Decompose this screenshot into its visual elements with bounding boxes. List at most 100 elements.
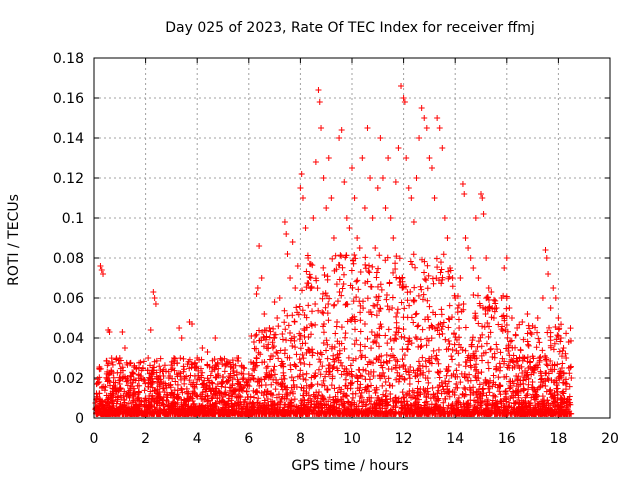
data-point bbox=[472, 348, 479, 355]
x-axis-label: GPS time / hours bbox=[291, 458, 408, 474]
data-point bbox=[525, 341, 532, 348]
data-point bbox=[554, 332, 561, 339]
data-point bbox=[346, 225, 353, 231]
data-point bbox=[547, 305, 554, 311]
data-point bbox=[408, 195, 415, 201]
data-point bbox=[559, 353, 566, 360]
data-point bbox=[410, 219, 417, 225]
data-point bbox=[516, 321, 523, 328]
y-tick-label: 0.18 bbox=[53, 51, 84, 67]
data-point bbox=[468, 341, 475, 348]
data-point bbox=[261, 311, 268, 317]
data-point bbox=[423, 363, 430, 370]
data-point bbox=[229, 357, 236, 364]
data-point bbox=[338, 324, 345, 331]
data-point bbox=[369, 215, 376, 221]
data-point bbox=[501, 265, 508, 271]
x-tick-label: 10 bbox=[343, 431, 361, 447]
data-point bbox=[417, 386, 424, 393]
data-point bbox=[428, 353, 435, 360]
data-point bbox=[470, 265, 477, 271]
data-point bbox=[342, 330, 349, 337]
data-point bbox=[199, 345, 206, 351]
data-point bbox=[277, 347, 284, 354]
data-point bbox=[472, 312, 479, 319]
data-point bbox=[465, 245, 472, 251]
data-point bbox=[487, 329, 494, 336]
data-point bbox=[503, 322, 510, 329]
data-point bbox=[338, 292, 345, 299]
data-point bbox=[482, 349, 489, 356]
y-tick-label: 0.14 bbox=[53, 131, 84, 147]
data-point bbox=[568, 375, 575, 381]
data-point bbox=[355, 286, 362, 293]
data-point bbox=[506, 385, 513, 392]
data-point bbox=[181, 380, 188, 387]
data-point bbox=[406, 375, 413, 382]
data-point bbox=[413, 310, 420, 317]
data-point bbox=[309, 352, 316, 359]
data-point bbox=[142, 395, 149, 402]
data-point bbox=[567, 364, 574, 371]
data-point bbox=[414, 323, 421, 330]
data-point bbox=[403, 283, 410, 290]
data-point bbox=[524, 311, 531, 317]
data-point bbox=[364, 361, 371, 368]
data-point bbox=[494, 346, 501, 353]
data-point bbox=[530, 355, 537, 362]
data-point bbox=[449, 356, 456, 363]
data-point bbox=[470, 292, 477, 299]
data-point bbox=[330, 302, 337, 309]
data-point bbox=[418, 105, 425, 111]
data-point bbox=[271, 299, 278, 305]
data-point bbox=[480, 211, 487, 217]
data-point bbox=[506, 305, 513, 311]
data-point bbox=[253, 388, 260, 395]
data-point bbox=[280, 372, 287, 379]
data-point bbox=[151, 295, 158, 301]
data-point bbox=[459, 181, 466, 187]
x-tick-label: 2 bbox=[141, 431, 150, 447]
data-point bbox=[467, 362, 474, 369]
data-point bbox=[368, 382, 375, 389]
data-point bbox=[398, 299, 405, 306]
data-point bbox=[199, 380, 206, 387]
data-point bbox=[351, 195, 358, 201]
data-point bbox=[284, 312, 291, 319]
data-point bbox=[425, 272, 432, 279]
data-point bbox=[392, 394, 399, 401]
data-point bbox=[236, 392, 243, 399]
data-point bbox=[461, 191, 468, 197]
data-point bbox=[270, 325, 277, 332]
data-point bbox=[546, 324, 553, 331]
data-point bbox=[180, 355, 187, 362]
data-point bbox=[382, 378, 389, 385]
data-point bbox=[354, 235, 361, 241]
data-point bbox=[209, 385, 216, 392]
data-point bbox=[441, 215, 448, 221]
data-point bbox=[400, 326, 407, 333]
data-point bbox=[415, 388, 422, 395]
data-point bbox=[294, 263, 301, 269]
data-point bbox=[428, 335, 435, 342]
data-point bbox=[364, 335, 371, 342]
data-point bbox=[180, 363, 187, 370]
data-point bbox=[147, 388, 154, 395]
data-point bbox=[260, 343, 267, 350]
data-point bbox=[497, 391, 504, 398]
data-point bbox=[336, 135, 343, 141]
data-point bbox=[374, 301, 381, 308]
data-point bbox=[433, 352, 440, 359]
data-point bbox=[563, 380, 570, 387]
data-point bbox=[362, 402, 369, 409]
data-point bbox=[393, 274, 400, 281]
data-point bbox=[392, 179, 399, 185]
data-point bbox=[457, 379, 464, 386]
data-point bbox=[339, 362, 346, 369]
data-point bbox=[250, 339, 257, 345]
data-point bbox=[401, 376, 408, 383]
data-point bbox=[340, 271, 347, 278]
data-point bbox=[128, 373, 135, 380]
data-point bbox=[434, 115, 441, 121]
data-point bbox=[245, 371, 252, 377]
